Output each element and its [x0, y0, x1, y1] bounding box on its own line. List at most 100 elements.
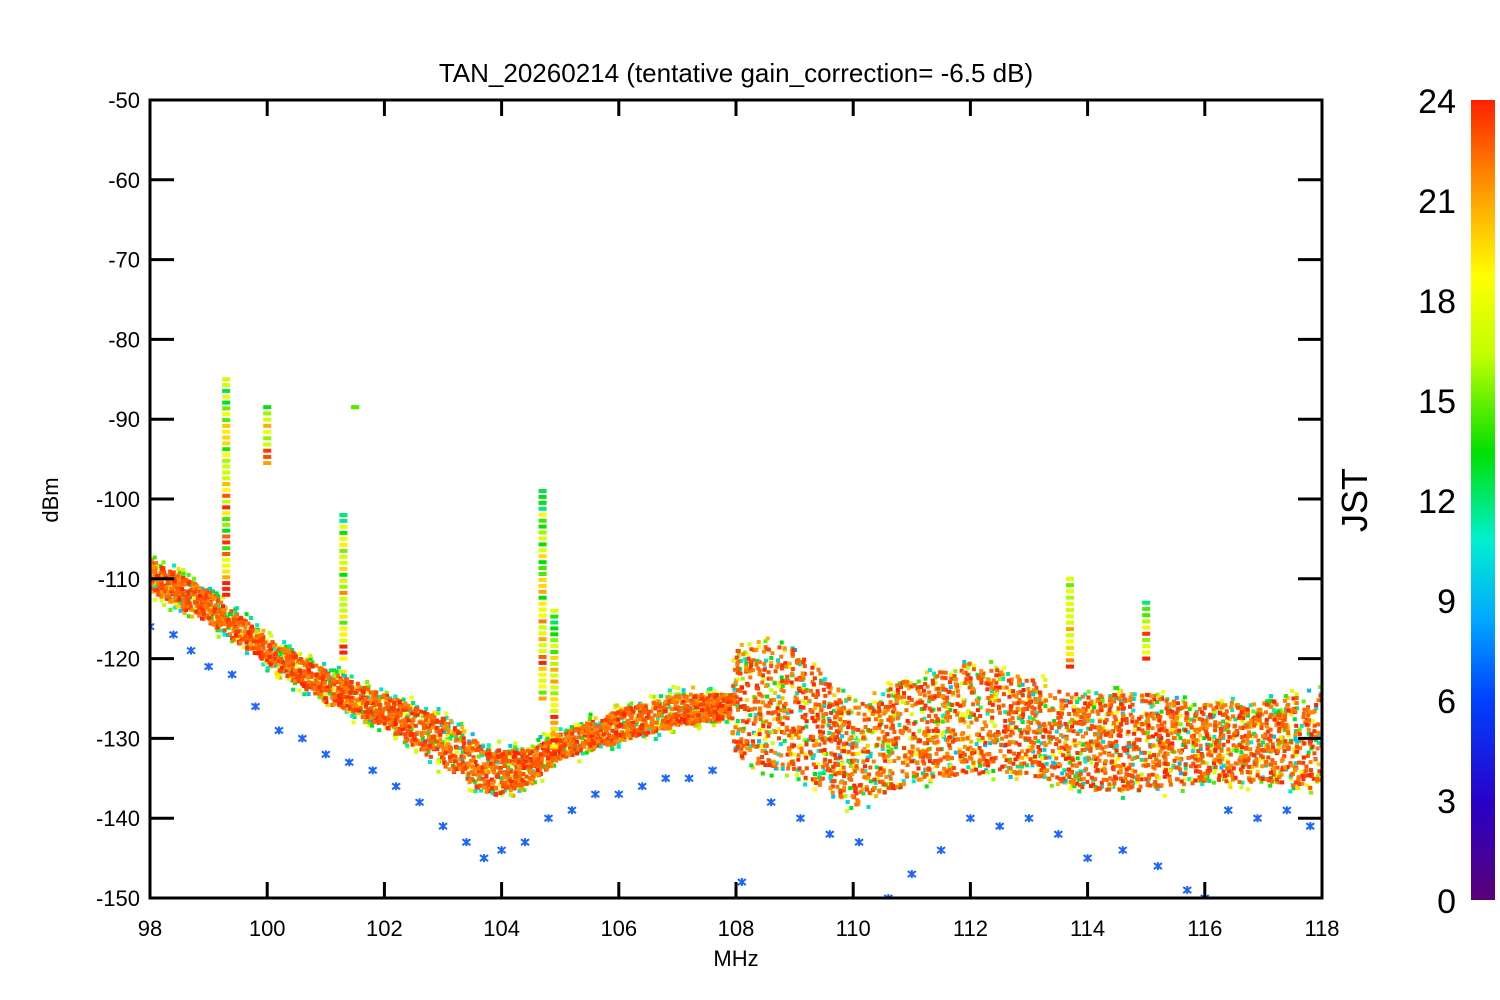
scatter-point: [1052, 722, 1057, 727]
scatter-point: [979, 669, 984, 674]
scatter-point: [971, 760, 976, 765]
scatter-point: [1013, 740, 1018, 745]
scatter-point: [272, 663, 277, 668]
scatter-point: [587, 722, 592, 727]
scatter-point: [1162, 725, 1167, 730]
scatter-point: [440, 720, 445, 725]
scatter-point: [444, 746, 449, 751]
scatter-point: [671, 685, 676, 690]
scatter-point: [997, 677, 1002, 682]
scatter-point: [1069, 770, 1074, 775]
scatter-point: [436, 707, 441, 711]
scatter-point: [730, 716, 735, 721]
scatter-point: [863, 749, 868, 754]
scatter-point: [1156, 723, 1161, 728]
scatter-point: [1129, 692, 1134, 697]
scatter-point: [194, 586, 199, 591]
scatter-point: [839, 780, 843, 785]
scatter-point: [1043, 698, 1048, 703]
scatter-point: [1011, 710, 1016, 715]
scatter-point: [473, 779, 478, 784]
scatter-point: [769, 748, 774, 753]
scatter-point: [846, 720, 851, 725]
scatter-point: [837, 753, 842, 758]
scatter-point: [941, 773, 946, 778]
scatter-point: [190, 596, 195, 601]
scatter-point: [1067, 775, 1072, 779]
scatter-point: [1180, 748, 1184, 753]
scatter-point: [1301, 699, 1306, 704]
scatter-point: [760, 700, 765, 705]
scatter-point: [1305, 754, 1310, 758]
scatter-point: [817, 771, 822, 776]
scatter-point: [1191, 742, 1196, 747]
scatter-point: [1306, 713, 1311, 718]
scatter-point: [520, 778, 525, 783]
scatter-point: [1137, 716, 1142, 721]
scatter-point: [343, 674, 348, 679]
scatter-point: [1190, 754, 1195, 759]
scatter-point: [1290, 708, 1295, 712]
scatter-point: [780, 721, 785, 726]
scatter-point: [467, 741, 472, 746]
scatter-point: [1112, 745, 1117, 750]
scatter-point: [244, 612, 249, 617]
scatter-point: [1300, 773, 1305, 778]
scatter-point: [484, 752, 489, 757]
scatter-point: [1310, 744, 1315, 749]
scatter-point: [681, 700, 686, 705]
scatter-point: [1153, 755, 1158, 760]
scatter-point: [779, 675, 784, 680]
scatter-point: [321, 677, 326, 682]
scatter-point: [896, 736, 901, 741]
scatter-point: [1174, 695, 1179, 700]
scatter-point: [346, 679, 351, 684]
scatter-point: [182, 611, 187, 615]
scatter-point: [1240, 780, 1245, 785]
scatter-point: [864, 785, 869, 790]
scatter-point: [283, 644, 288, 649]
scatter-point: [693, 723, 698, 728]
scatter-point: [150, 561, 155, 566]
scatter-point: [944, 729, 949, 734]
scatter-point: [898, 712, 903, 717]
scatter-point: [735, 661, 740, 666]
scatter-point: [172, 563, 176, 568]
scatter-point: [396, 708, 401, 713]
scatter-point: [758, 712, 763, 717]
scatter-point: [1221, 735, 1226, 740]
scatter-point: [897, 722, 902, 727]
scatter-point: [748, 713, 753, 718]
scatter-point: [308, 656, 313, 661]
scatter-point: [1209, 753, 1214, 758]
scatter-point: [492, 759, 497, 764]
scatter-point: [1213, 743, 1218, 748]
scatter-point: [588, 712, 593, 717]
scatter-point: [1280, 723, 1285, 728]
scatter-point: [1216, 745, 1221, 750]
scatter-point: [1170, 724, 1175, 728]
scatter-point: [1073, 712, 1077, 717]
scatter-point: [985, 770, 990, 775]
scatter-point: [1224, 779, 1229, 784]
scatter-point: [474, 748, 479, 753]
scatter-point: [924, 784, 929, 789]
scatter-point: [1087, 702, 1092, 706]
scatter-point: [445, 732, 450, 737]
scatter-point: [782, 648, 787, 653]
scatter-point: [961, 700, 966, 705]
scatter-point: [1211, 740, 1216, 745]
scatter-point: [1070, 783, 1075, 788]
scatter-point: [927, 706, 932, 711]
scatter-point: [243, 621, 248, 626]
scatter-point: [1072, 784, 1077, 788]
scatter-point: [882, 790, 887, 795]
scatter-point: [865, 787, 869, 792]
scatter-point: [460, 760, 465, 765]
scatter-point: [165, 596, 170, 601]
scatter-point: [499, 780, 504, 785]
scatter-point: [821, 751, 826, 756]
scatter-point: [1226, 730, 1231, 735]
scatter-point: [1266, 729, 1271, 734]
scatter-point: [836, 706, 841, 710]
